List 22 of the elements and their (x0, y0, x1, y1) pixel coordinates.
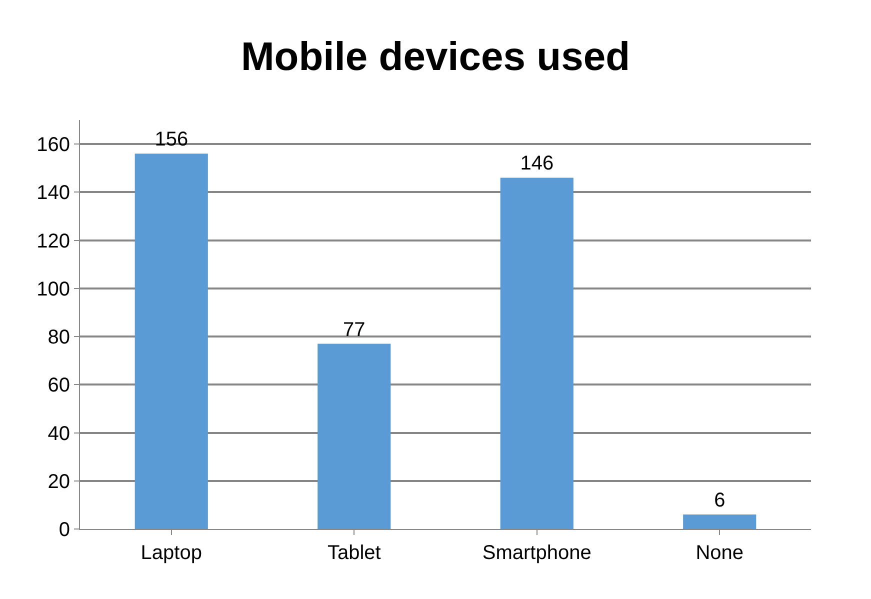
y-tick-label: 40 (48, 422, 70, 445)
bar (683, 514, 756, 529)
data-label: 77 (343, 318, 366, 341)
bar (318, 344, 391, 529)
y-tick-label: 100 (36, 278, 70, 300)
x-tick-label: Smartphone (482, 542, 592, 564)
data-label: 6 (714, 490, 726, 512)
data-label: 156 (154, 128, 188, 151)
x-tick-label: Tablet (327, 542, 382, 564)
y-tick-label: 60 (48, 374, 70, 397)
y-tick-label: 140 (36, 182, 70, 204)
y-tick-label: 80 (48, 326, 70, 349)
data-label: 146 (520, 152, 554, 175)
y-tick-label: 120 (36, 230, 70, 252)
x-tick-label: Laptop (140, 542, 202, 564)
bar (134, 154, 208, 529)
bar (500, 178, 574, 529)
y-tick-label: 0 (58, 519, 70, 541)
y-tick-label: 160 (36, 134, 70, 156)
x-tick-label: None (696, 542, 744, 564)
chart-title: Mobile devices used (240, 34, 630, 79)
y-tick-label: 20 (48, 470, 70, 493)
